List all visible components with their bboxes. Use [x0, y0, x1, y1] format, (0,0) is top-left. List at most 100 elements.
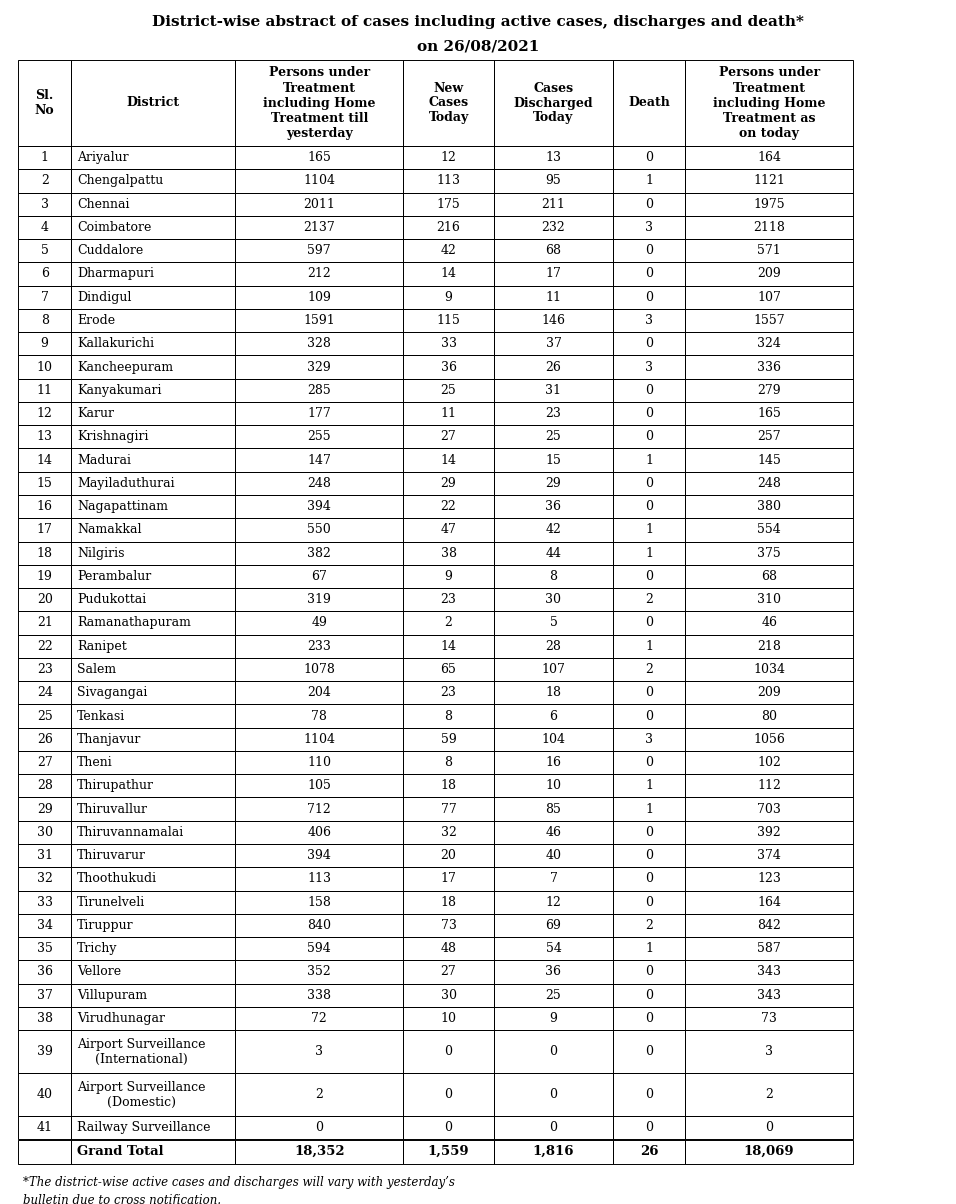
Bar	[403, 657, 493, 681]
Bar	[235, 285, 403, 309]
Text: 165: 165	[308, 152, 331, 164]
Text: 0: 0	[645, 430, 653, 443]
Text: 216: 216	[437, 222, 461, 234]
Text: 42: 42	[546, 524, 561, 537]
Text: 26: 26	[640, 1145, 659, 1158]
Text: 48: 48	[441, 943, 457, 955]
Text: 550: 550	[308, 524, 331, 537]
Text: 0: 0	[645, 709, 653, 722]
Bar	[18, 984, 72, 1007]
Bar	[613, 1139, 685, 1164]
Bar	[613, 355, 685, 379]
Bar	[403, 797, 493, 821]
Text: 7: 7	[550, 873, 557, 885]
Text: 46: 46	[761, 616, 777, 630]
Text: 46: 46	[546, 826, 561, 839]
Bar	[18, 704, 72, 727]
Bar	[493, 588, 613, 612]
Text: 27: 27	[441, 966, 456, 979]
Bar	[235, 751, 403, 774]
Bar	[493, 285, 613, 309]
Bar	[493, 821, 613, 844]
Bar	[18, 379, 72, 402]
Bar	[685, 146, 854, 170]
Bar	[235, 844, 403, 867]
Text: 218: 218	[757, 639, 781, 653]
Text: 0: 0	[645, 1121, 653, 1134]
Text: 394: 394	[308, 500, 331, 513]
Bar	[493, 448, 613, 472]
Bar	[403, 821, 493, 844]
Text: 175: 175	[437, 197, 461, 211]
Text: Sl.
No: Sl. No	[34, 89, 54, 117]
Text: Coimbatore: Coimbatore	[77, 222, 152, 234]
Text: 109: 109	[308, 290, 331, 303]
Bar	[18, 262, 72, 285]
Bar	[685, 1031, 854, 1073]
Text: 14: 14	[441, 267, 457, 281]
Bar	[493, 681, 613, 704]
Bar	[613, 1031, 685, 1073]
Bar	[685, 355, 854, 379]
Text: 12: 12	[546, 896, 561, 909]
Bar	[403, 495, 493, 518]
Text: 8: 8	[550, 569, 557, 583]
Bar	[685, 240, 854, 262]
Bar	[18, 867, 72, 891]
Text: 18,069: 18,069	[744, 1145, 794, 1158]
Bar	[493, 542, 613, 565]
Bar	[72, 518, 235, 542]
Text: 30: 30	[36, 826, 53, 839]
Text: 0: 0	[645, 1013, 653, 1025]
Text: Theni: Theni	[77, 756, 113, 769]
Bar	[613, 518, 685, 542]
Text: 8: 8	[41, 314, 49, 327]
Text: Dharmapuri: Dharmapuri	[77, 267, 154, 281]
Text: 68: 68	[546, 244, 561, 258]
Text: 9: 9	[550, 1013, 557, 1025]
Text: Thiruvannamalai: Thiruvannamalai	[77, 826, 185, 839]
Bar	[18, 565, 72, 588]
Bar	[235, 240, 403, 262]
Text: 22: 22	[36, 639, 53, 653]
Text: 112: 112	[757, 779, 781, 792]
Bar	[613, 542, 685, 565]
Bar	[235, 495, 403, 518]
Bar	[235, 961, 403, 984]
Bar	[403, 774, 493, 797]
Text: 1056: 1056	[753, 733, 785, 745]
Bar	[403, 379, 493, 402]
Bar	[403, 60, 493, 146]
Text: 0: 0	[645, 686, 653, 700]
Bar	[18, 542, 72, 565]
Bar	[18, 937, 72, 961]
Text: 113: 113	[437, 175, 461, 188]
Text: 2118: 2118	[753, 222, 785, 234]
Text: 69: 69	[546, 919, 561, 932]
Bar	[72, 1007, 235, 1031]
Text: 10: 10	[36, 360, 53, 373]
Bar	[685, 681, 854, 704]
Text: Tiruppur: Tiruppur	[77, 919, 134, 932]
Bar	[72, 821, 235, 844]
Text: 11: 11	[441, 407, 457, 420]
Text: 13: 13	[546, 152, 561, 164]
Bar	[613, 425, 685, 448]
Bar	[18, 1073, 72, 1116]
Bar	[18, 1031, 72, 1073]
Bar	[72, 1116, 235, 1139]
Text: 23: 23	[441, 686, 457, 700]
Bar	[613, 448, 685, 472]
Text: 5: 5	[41, 244, 49, 258]
Bar	[235, 332, 403, 355]
Bar	[493, 612, 613, 635]
Text: 842: 842	[757, 919, 781, 932]
Text: 343: 343	[757, 988, 781, 1002]
Bar	[685, 588, 854, 612]
Text: 712: 712	[308, 803, 331, 815]
Text: 36: 36	[546, 966, 561, 979]
Bar	[72, 216, 235, 240]
Text: 107: 107	[757, 290, 781, 303]
Text: 14: 14	[441, 639, 457, 653]
Text: Nilgiris: Nilgiris	[77, 547, 125, 560]
